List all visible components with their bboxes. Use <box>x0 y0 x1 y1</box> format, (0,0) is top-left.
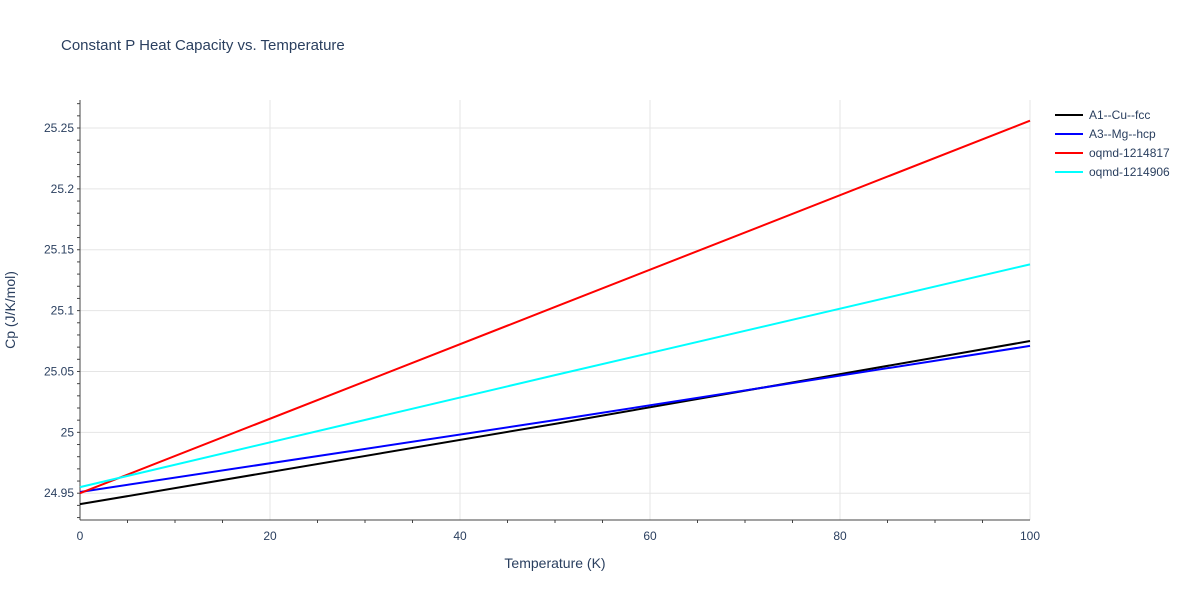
legend-item-1[interactable]: A1--Cu--fcc <box>1055 108 1150 122</box>
x-tick-label: 0 <box>77 529 84 543</box>
chart-title: Constant P Heat Capacity vs. Temperature <box>61 37 345 54</box>
y-tick-label: 25 <box>61 425 75 439</box>
legend-label: A1--Cu--fcc <box>1089 108 1150 122</box>
legend-label: oqmd-1214817 <box>1089 146 1170 160</box>
legend-item-3[interactable]: oqmd-1214817 <box>1055 146 1170 160</box>
y-tick-label: 25.15 <box>44 243 74 257</box>
x-tick-label: 20 <box>263 529 277 543</box>
axes: 0 20 40 60 80 100 24.95 25 25.05 25.1 25.15 25.2 25.… <box>44 100 1040 543</box>
x-tick-label: 60 <box>643 529 657 543</box>
legend-label: A3--Mg--hcp <box>1089 127 1156 141</box>
y-tick-label: 24.95 <box>44 486 74 500</box>
legend-item-4[interactable]: oqmd-1214906 <box>1055 165 1170 179</box>
y-tick-label: 25.1 <box>51 304 75 318</box>
series-line-2 <box>79 344 1031 493</box>
y-tick-label: 25.2 <box>51 182 75 196</box>
series-line-1 <box>79 340 1031 506</box>
series-line-3 <box>79 119 1031 495</box>
grid <box>80 100 1031 520</box>
y-tick-label: 25.05 <box>44 364 74 378</box>
x-tick-label: 80 <box>833 529 847 543</box>
y-tick-label: 25.25 <box>44 121 74 135</box>
plot-series <box>79 119 1031 506</box>
legend-item-2[interactable]: A3--Mg--hcp <box>1055 127 1156 141</box>
legend-label: oqmd-1214906 <box>1089 165 1170 179</box>
series-line-4 <box>79 263 1031 489</box>
x-tick-label: 100 <box>1020 529 1040 543</box>
y-axis-title: Cp (J/K/mol) <box>2 271 18 349</box>
legend[interactable]: A1--Cu--fcc A3--Mg--hcp oqmd-1214817 oqmd-1… <box>1055 108 1170 179</box>
x-tick-label: 40 <box>453 529 467 543</box>
x-axis-title: Temperature (K) <box>504 555 605 571</box>
